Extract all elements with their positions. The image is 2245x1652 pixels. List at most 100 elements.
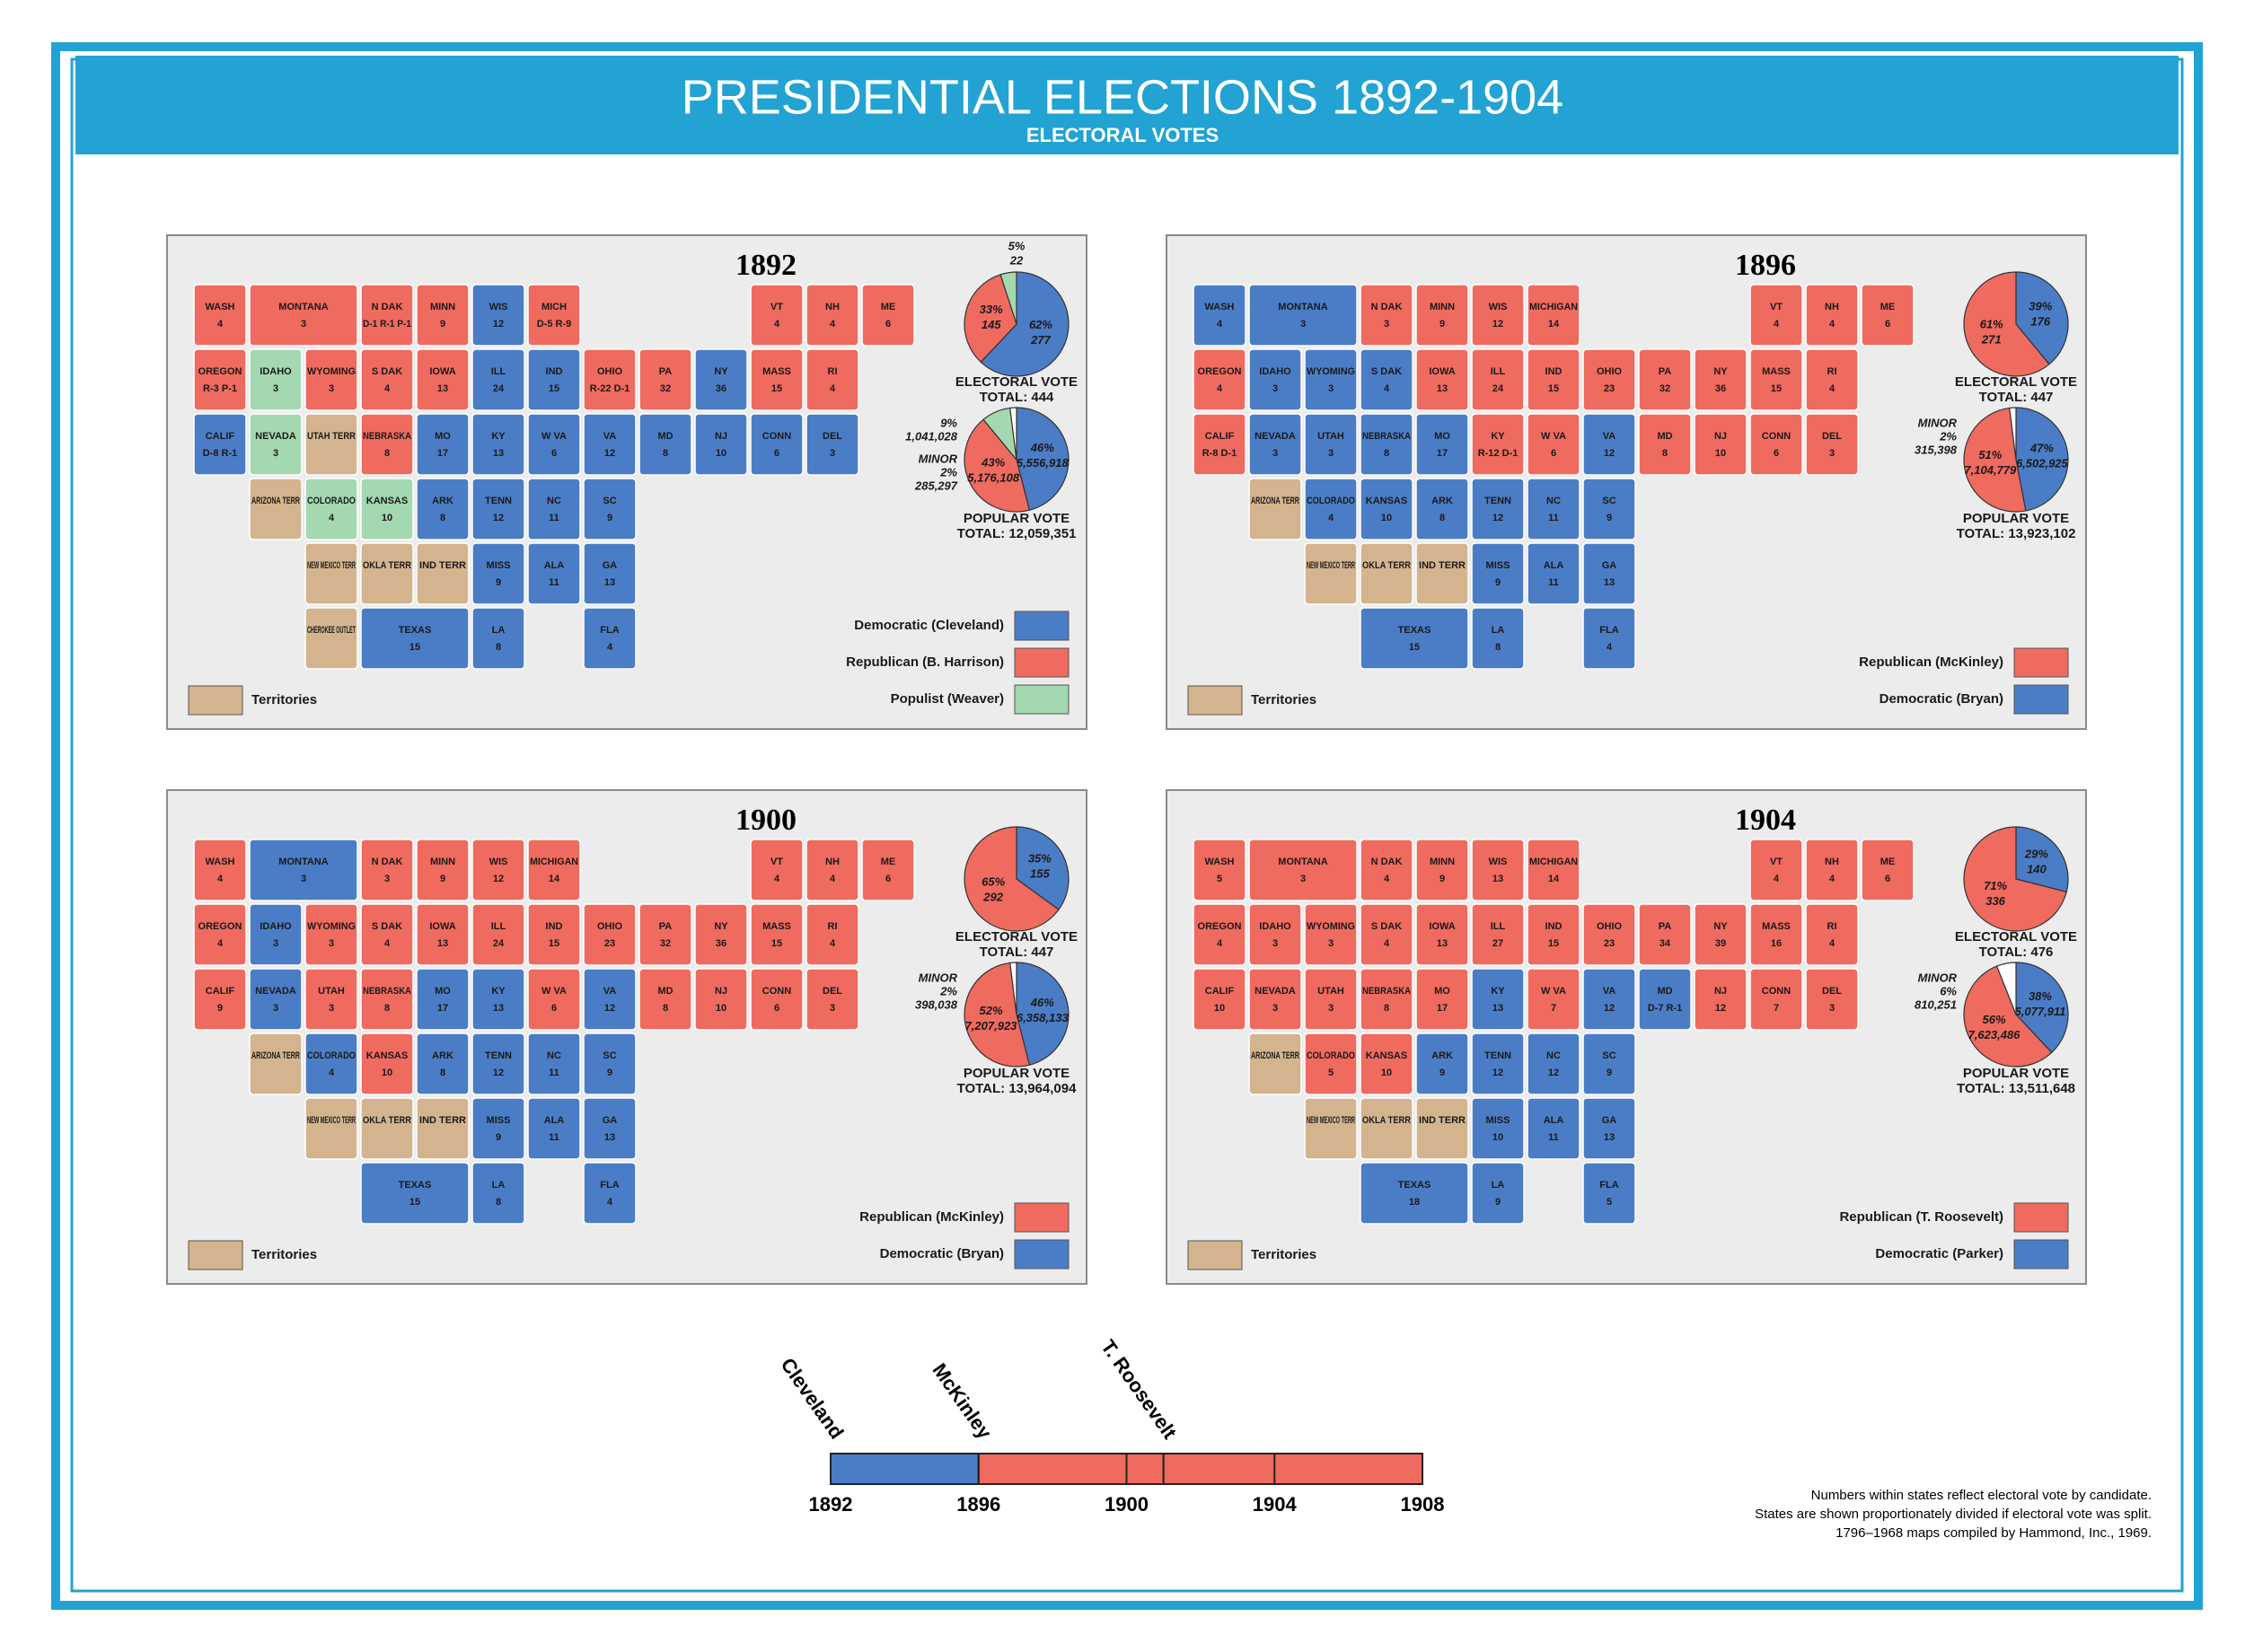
state-shape	[1304, 1032, 1358, 1095]
state-shape	[1582, 968, 1636, 1031]
legend-swatch	[2013, 1239, 2069, 1270]
state-votes: 11	[1548, 513, 1559, 523]
electoral-total: TOTAL: 444	[980, 390, 1054, 405]
state-shape	[1360, 1032, 1413, 1095]
state-votes: D-8 R-1	[203, 448, 238, 459]
state-name: OREGON	[198, 921, 242, 932]
state-name: NC	[1546, 496, 1561, 506]
state-name: KANSAS	[366, 1050, 408, 1061]
state-votes: 3	[1272, 383, 1278, 394]
state-shape	[1805, 839, 1859, 901]
state-name: WASH	[1205, 302, 1235, 312]
pie-slice	[1016, 407, 1070, 511]
state-name: ARIZONA TERR	[251, 496, 300, 506]
state-name: CALIF	[206, 986, 235, 997]
term-bar	[977, 1453, 1165, 1485]
tick-label: 1896	[956, 1493, 1000, 1516]
state-name: CALIF	[1205, 986, 1235, 997]
state-name: COLORADO	[307, 1050, 356, 1061]
state-shape	[1415, 968, 1469, 1031]
state-name: DEL	[1822, 986, 1842, 997]
state-name: MO	[1434, 986, 1450, 997]
state-shape	[416, 968, 470, 1031]
state-votes: 6	[551, 1003, 557, 1014]
state-shape	[1415, 413, 1469, 476]
state-votes: 32	[1660, 383, 1670, 394]
state-votes: 9	[496, 1132, 501, 1143]
state-shape	[1415, 478, 1469, 540]
legend-label: Republican (B. Harrison)	[846, 655, 1004, 670]
state-votes: 12	[1548, 1068, 1559, 1078]
state-shape	[1471, 284, 1525, 347]
state-shape	[583, 1162, 637, 1225]
pie-slice	[2015, 826, 2069, 893]
legend-label: Republican (T. Roosevelt)	[1839, 1209, 2003, 1225]
state-shape	[1415, 284, 1469, 347]
state-votes: 12	[604, 448, 615, 459]
state-name: KY	[1491, 986, 1505, 997]
state-name: VA	[603, 986, 617, 997]
state-votes: 9	[1439, 1068, 1445, 1078]
state-shape	[1193, 839, 1246, 901]
state-votes: 10	[382, 513, 392, 523]
electoral-total: TOTAL: 476	[1979, 945, 2054, 960]
state-shape	[304, 478, 358, 540]
state-name: TEXAS	[399, 625, 432, 636]
state-shape	[806, 903, 859, 966]
state-name: MISS	[1486, 560, 1510, 571]
state-name: LA	[492, 1180, 506, 1191]
state-name: OHIO	[597, 921, 623, 932]
header-band	[75, 56, 2179, 154]
state-name: N DAK	[1371, 302, 1403, 312]
state-votes: 9	[440, 319, 445, 330]
electoral-total: TOTAL: 447	[1979, 390, 2054, 405]
state-shape	[471, 542, 525, 605]
state-votes: 9	[496, 577, 501, 588]
state-votes: 17	[1437, 1003, 1448, 1014]
state-name: OHIO	[1597, 366, 1623, 377]
state-shape	[1415, 903, 1469, 966]
state-name: IND TERR	[1419, 560, 1466, 571]
state-shape	[694, 903, 748, 966]
state-shape	[1527, 413, 1580, 476]
state-votes: 9	[440, 874, 445, 884]
pie-slice	[964, 826, 1060, 932]
state-shape	[1582, 607, 1636, 670]
state-shape	[1360, 839, 1413, 901]
state-shape	[1248, 284, 1358, 347]
state-votes: 23	[1604, 938, 1615, 949]
state-shape	[471, 348, 525, 411]
state-shape	[304, 1097, 358, 1160]
legend-label: Democratic (Bryan)	[1880, 691, 2003, 707]
state-name: FLA	[1599, 1180, 1618, 1191]
state-name: MD	[657, 986, 673, 997]
state-name: IOWA	[1429, 921, 1455, 932]
state-votes: 3	[329, 383, 334, 394]
total-label: TOTAL:	[1979, 390, 2028, 405]
state-name: WIS	[1489, 857, 1508, 867]
state-name: FLA	[1599, 625, 1618, 636]
state-name: NH	[1825, 857, 1839, 867]
state-shape	[527, 839, 581, 901]
state-shape	[249, 839, 358, 901]
legend-label: Republican (McKinley)	[859, 1209, 1004, 1225]
state-shape	[1304, 968, 1358, 1031]
slice-votes: 140	[2027, 863, 2047, 876]
state-name: GA	[603, 1115, 618, 1126]
legend-label: Territories	[251, 692, 317, 707]
state-votes: 10	[716, 448, 726, 459]
state-name: CONN	[762, 986, 791, 997]
state-votes: 4	[1328, 513, 1334, 523]
state-name: NEW MEXICO TERR	[307, 1115, 356, 1126]
state-votes: 17	[437, 1003, 448, 1014]
state-name: NEVADA	[255, 431, 296, 442]
panel-year: 1892	[735, 249, 797, 282]
popular-total: TOTAL: 13,964,094	[957, 1081, 1078, 1096]
state-votes: 15	[771, 383, 782, 394]
state-shape	[1248, 839, 1358, 901]
state-name: VA	[1603, 431, 1616, 442]
state-name: S DAK	[372, 921, 402, 932]
state-name: W VA	[1541, 986, 1566, 997]
state-name: TEXAS	[399, 1180, 432, 1191]
state-shape	[416, 413, 470, 476]
